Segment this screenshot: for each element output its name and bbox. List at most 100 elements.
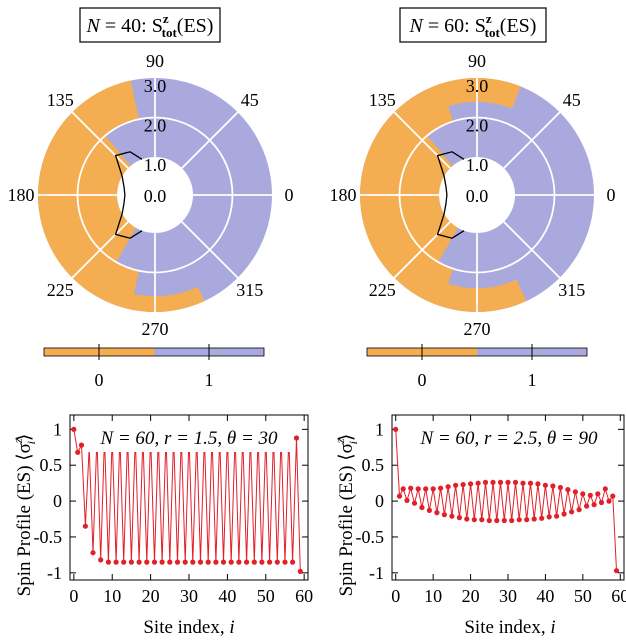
data-point bbox=[236, 559, 242, 565]
angle-label: 45 bbox=[241, 90, 259, 110]
data-point bbox=[400, 486, 406, 492]
data-point bbox=[531, 516, 537, 522]
data-point bbox=[220, 559, 227, 565]
data-point bbox=[159, 559, 165, 565]
angle-grid-line bbox=[393, 221, 451, 279]
colorbar-frame bbox=[366, 347, 588, 357]
data-point bbox=[479, 517, 485, 523]
x-tick-label: 60 bbox=[611, 586, 626, 606]
polar-grid bbox=[360, 78, 594, 312]
phase0-region bbox=[79, 80, 139, 136]
angle-label: 135 bbox=[369, 90, 396, 110]
data-point bbox=[509, 517, 515, 524]
radial-tick-labels: 0.0 1.0 2.0 3.0 bbox=[144, 76, 167, 206]
data-point bbox=[128, 559, 134, 565]
radial-tick-label: 0.0 bbox=[466, 186, 489, 206]
angle-label: 180 bbox=[330, 185, 357, 205]
data-point bbox=[426, 507, 432, 513]
data-point bbox=[602, 486, 608, 492]
y-tick-label: 0.5 bbox=[362, 455, 385, 475]
axis-ticks: 0 10 20 30 40 50 60 1 0.5 0 -0.5 -1 bbox=[34, 415, 313, 606]
x-tick-label: 60 bbox=[295, 586, 313, 606]
title-text: N = 60: Sz tot(ES) bbox=[409, 11, 537, 40]
y-tick-label: -1 bbox=[47, 563, 62, 583]
colorbar-tick-label: 1 bbox=[528, 370, 537, 390]
data-point bbox=[449, 513, 455, 519]
y-axis-label: Spin Profile (ES) ⟨σzi⟩ bbox=[333, 434, 360, 597]
data-point bbox=[546, 514, 552, 520]
data-point bbox=[580, 491, 586, 497]
data-point bbox=[293, 435, 300, 441]
data-point bbox=[197, 559, 204, 565]
data-point bbox=[251, 559, 257, 565]
data-point bbox=[516, 517, 522, 523]
polar-panel-n60: N = 60: Sz tot(ES) 0 45 90 135 180 225 270 315 0… bbox=[330, 7, 616, 390]
angle-label: 315 bbox=[558, 280, 585, 300]
data-point bbox=[144, 559, 150, 565]
data-point bbox=[497, 479, 504, 485]
x-axis-label: Site index, i bbox=[464, 617, 555, 638]
radial-tick-label: 0.0 bbox=[144, 186, 167, 206]
data-point bbox=[471, 517, 477, 523]
data-point bbox=[82, 523, 88, 529]
y-tick-label: -0.5 bbox=[356, 527, 385, 547]
data-point bbox=[550, 483, 556, 489]
data-point bbox=[535, 481, 541, 487]
y-axis-label: Spin Profile (ES) ⟨σzi⟩ bbox=[11, 434, 38, 597]
data-point bbox=[393, 426, 399, 432]
y-tick-label: 1 bbox=[53, 419, 62, 439]
x-tick-label: 0 bbox=[69, 586, 78, 606]
x-axis-label: Site index, i bbox=[143, 617, 234, 638]
data-point bbox=[274, 559, 280, 565]
data-point bbox=[453, 482, 459, 488]
y-tick-label: 0 bbox=[53, 491, 62, 511]
x-tick-label: 50 bbox=[574, 586, 592, 606]
data-point bbox=[136, 559, 142, 565]
data-point bbox=[482, 479, 489, 485]
data-point bbox=[105, 559, 111, 565]
colorbar-tick-label: 1 bbox=[205, 370, 214, 390]
data-point bbox=[411, 500, 418, 506]
data-point bbox=[606, 498, 612, 504]
title-box bbox=[399, 7, 547, 43]
data-point bbox=[475, 480, 481, 486]
data-point bbox=[267, 559, 273, 565]
data-point bbox=[167, 559, 173, 565]
x-tick-label: 10 bbox=[424, 586, 442, 606]
x-tick-label: 40 bbox=[218, 586, 236, 606]
data-point bbox=[441, 512, 447, 518]
data-point bbox=[259, 559, 265, 565]
data-point bbox=[430, 486, 436, 492]
angle-grid-line bbox=[503, 221, 561, 279]
data-point bbox=[213, 559, 219, 565]
colorbar-tick-label: 0 bbox=[95, 370, 104, 390]
spin-profile-panel-r25: 0 10 20 30 40 50 60 1 0.5 0 -0.5 -1 N = 60, r = 2.5… bbox=[333, 414, 626, 638]
data-point bbox=[419, 504, 425, 511]
y-tick-label: -1 bbox=[369, 563, 384, 583]
data-point bbox=[501, 517, 507, 524]
data-point bbox=[408, 485, 414, 491]
x-tick-label: 30 bbox=[499, 586, 517, 606]
angle-labels: 0 45 90 135 180 225 270 315 bbox=[330, 51, 616, 339]
data-point bbox=[78, 442, 85, 448]
x-tick-label: 30 bbox=[180, 586, 198, 606]
panel-title: N = 40: Sz tot(ES) bbox=[79, 7, 221, 43]
data-point bbox=[490, 479, 496, 485]
data-point bbox=[613, 568, 620, 574]
radial-tick-label: 3.0 bbox=[466, 76, 489, 96]
angle-label: 270 bbox=[142, 319, 169, 339]
data-point bbox=[486, 517, 492, 524]
angle-labels: 0 45 90 135 180 225 270 315 bbox=[8, 51, 294, 339]
y-tick-label: -0.5 bbox=[34, 527, 63, 547]
polar-panel-n40: N = 40: Sz tot(ES) 0 45 90 135 180 225 270 315 0… bbox=[8, 7, 294, 390]
radial-tick-label: 3.0 bbox=[144, 76, 167, 96]
angle-label: 90 bbox=[468, 51, 486, 71]
data-point bbox=[205, 559, 211, 565]
data-point bbox=[512, 479, 519, 485]
angle-grid-line bbox=[181, 111, 239, 169]
data-point bbox=[524, 517, 530, 523]
data-point bbox=[591, 502, 597, 508]
radial-tick-label: 2.0 bbox=[144, 116, 167, 136]
legend-text: N = 60, r = 1.5, θ = 30 bbox=[99, 428, 278, 449]
data-point bbox=[505, 479, 511, 485]
